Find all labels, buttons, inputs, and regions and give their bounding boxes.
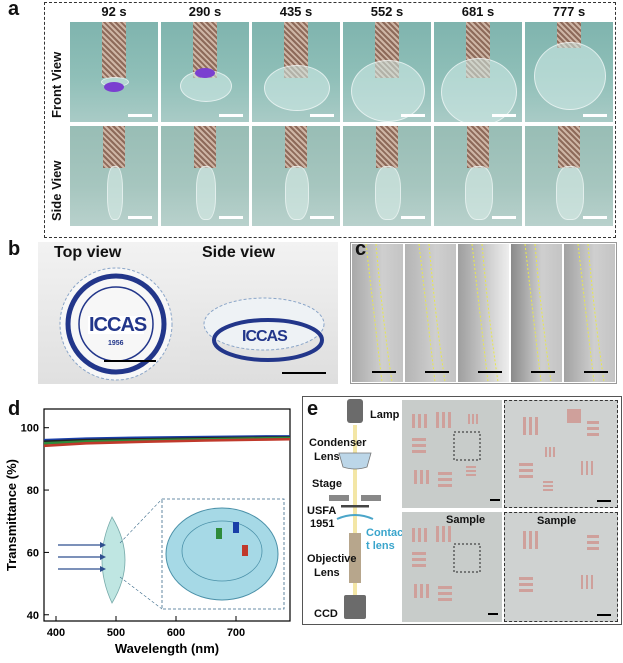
side-view-frame bbox=[161, 126, 249, 226]
lens-illustration bbox=[101, 516, 126, 604]
x-tick-label: 700 bbox=[227, 627, 245, 639]
zoom-connector bbox=[119, 498, 163, 544]
y-tick-label: 40 bbox=[27, 610, 39, 622]
label-usfa-1951: 1951 bbox=[310, 518, 335, 530]
front-view-frame bbox=[70, 22, 158, 122]
y-axis-label: Transmittance (%) bbox=[4, 459, 19, 571]
y-tick-label: 100 bbox=[21, 423, 39, 435]
x-tick-label: 500 bbox=[107, 627, 125, 639]
lens-inset-ellipse bbox=[165, 507, 279, 601]
top-view-lens-drawing bbox=[59, 267, 173, 381]
edge-image-strip bbox=[352, 244, 403, 382]
light-ray-arrowhead bbox=[100, 554, 106, 560]
lens-photo-top-view: Top view ICCAS 1956 bbox=[38, 242, 190, 384]
light-ray-arrowhead bbox=[100, 566, 106, 572]
label-contact-lens-2: t lens bbox=[366, 540, 395, 552]
measure-point-green bbox=[216, 528, 222, 539]
label-condenser-lens: Lens bbox=[314, 451, 340, 463]
side-view-frame bbox=[525, 126, 613, 226]
label-contact-lens: Contac bbox=[366, 527, 404, 539]
panel-e-frame bbox=[302, 396, 622, 625]
microscope-schematic bbox=[329, 399, 381, 619]
side-view-frame bbox=[434, 126, 522, 226]
side-view-lens-drawing bbox=[203, 297, 326, 374]
edge-image-strip bbox=[511, 244, 562, 382]
edge-image-strip bbox=[405, 244, 456, 382]
measure-point-red bbox=[242, 545, 248, 556]
time-label: 92 s bbox=[101, 4, 127, 19]
front-view-frame bbox=[434, 22, 522, 122]
time-label: 290 s bbox=[188, 4, 222, 19]
transmittance-chart: 40 60 80 100 400 500 600 700 Wavelength (nm) Tran… bbox=[4, 408, 291, 656]
sample-label-2: Sample bbox=[537, 515, 577, 527]
x-tick-label: 600 bbox=[167, 627, 185, 639]
panel-label-b: b bbox=[8, 238, 21, 260]
x-tick-label: 400 bbox=[47, 627, 65, 639]
front-view-frame bbox=[252, 22, 340, 122]
label-objective: Objective bbox=[307, 553, 357, 565]
y-tick-label: 60 bbox=[27, 547, 39, 559]
label-lamp: Lamp bbox=[370, 409, 400, 421]
front-view-frame bbox=[525, 22, 613, 122]
label-usfa: USFA bbox=[307, 505, 337, 517]
side-view-frame bbox=[252, 126, 340, 226]
time-label: 777 s bbox=[552, 4, 586, 19]
time-label: 435 s bbox=[279, 4, 313, 19]
panel-label-c: c bbox=[355, 238, 367, 260]
series-line bbox=[43, 437, 291, 448]
usaf-image-reference bbox=[402, 400, 502, 508]
label-objective-lens: Lens bbox=[314, 567, 340, 579]
lens-inset-inner-ellipse bbox=[181, 520, 263, 582]
panel-label-d: d bbox=[8, 398, 21, 420]
light-ray-arrowhead bbox=[100, 542, 106, 548]
logo-text-side: ICCAS bbox=[242, 328, 288, 345]
measure-point-blue bbox=[233, 522, 239, 533]
edge-image-strip bbox=[458, 244, 509, 382]
y-tick-label: 80 bbox=[27, 485, 39, 497]
lens-photo-side-view: Side view ICCAS bbox=[190, 242, 338, 384]
front-view-frame bbox=[161, 22, 249, 122]
zoom-connector bbox=[119, 576, 163, 610]
usaf-image-sample: Sample bbox=[402, 512, 502, 622]
time-label: 552 s bbox=[370, 4, 404, 19]
label-stage: Stage bbox=[312, 478, 342, 490]
edge-image-strip bbox=[564, 244, 615, 382]
logo-text-top: ICCAS bbox=[89, 314, 147, 336]
sample-label-1: Sample bbox=[446, 514, 486, 526]
side-view-frame bbox=[343, 126, 431, 226]
label-ccd: CCD bbox=[314, 608, 338, 620]
row-label-side-view: Side View bbox=[49, 160, 64, 221]
front-view-frame bbox=[343, 22, 431, 122]
label-condenser: Condenser bbox=[309, 437, 367, 449]
panel-label-e: e bbox=[307, 398, 319, 420]
logo-year-top: 1956 bbox=[108, 340, 124, 347]
x-axis-label: Wavelength (nm) bbox=[115, 641, 219, 656]
side-view-title: Side view bbox=[202, 244, 275, 261]
top-view-title: Top view bbox=[54, 244, 122, 261]
side-view-frame bbox=[70, 126, 158, 226]
time-label: 681 s bbox=[461, 4, 495, 19]
panel-a-frame bbox=[44, 2, 616, 238]
row-label-front-view: Front View bbox=[49, 51, 64, 118]
panel-label-a: a bbox=[8, 0, 20, 20]
usaf-image-reference-zoom bbox=[504, 400, 618, 508]
usaf-image-sample-zoom: Sample bbox=[504, 512, 618, 622]
